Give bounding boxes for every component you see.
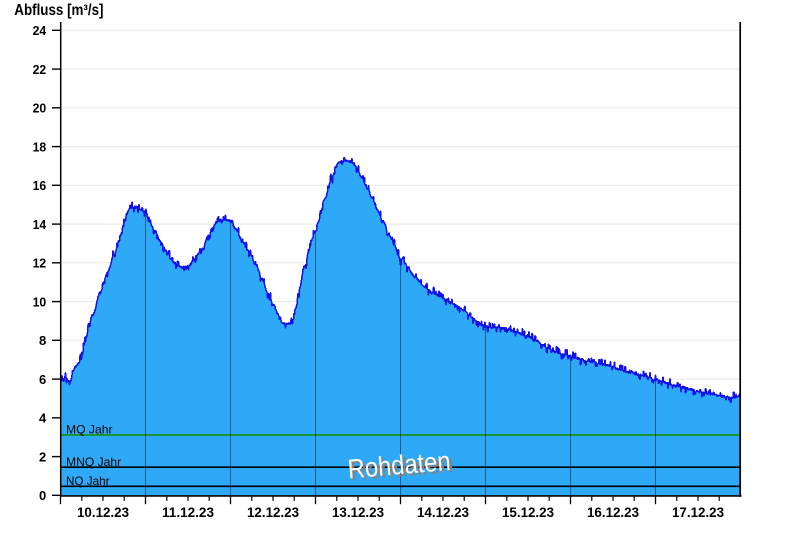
svg-text:2: 2 — [39, 449, 46, 464]
svg-text:18: 18 — [33, 139, 47, 154]
svg-text:13.12.23: 13.12.23 — [332, 504, 384, 520]
svg-text:14: 14 — [33, 217, 47, 232]
svg-text:0: 0 — [39, 488, 46, 503]
svg-text:17.12.23: 17.12.23 — [672, 504, 724, 520]
svg-text:16: 16 — [33, 178, 47, 193]
svg-text:NQ Jahr: NQ Jahr — [66, 474, 110, 488]
svg-text:Abfluss [m³/s]: Abfluss [m³/s] — [14, 2, 103, 19]
svg-text:11.12.23: 11.12.23 — [162, 504, 214, 520]
svg-text:12.12.23: 12.12.23 — [247, 504, 299, 520]
svg-text:20: 20 — [33, 101, 47, 116]
svg-text:12: 12 — [33, 256, 47, 271]
svg-text:4: 4 — [39, 411, 47, 426]
svg-text:10.12.23: 10.12.23 — [77, 504, 129, 520]
svg-text:16.12.23: 16.12.23 — [587, 504, 639, 520]
svg-text:14.12.23: 14.12.23 — [417, 504, 469, 520]
svg-text:MQ Jahr: MQ Jahr — [66, 422, 113, 436]
svg-text:10: 10 — [33, 294, 47, 309]
svg-text:MNQ Jahr: MNQ Jahr — [66, 455, 121, 469]
svg-text:22: 22 — [33, 62, 47, 77]
svg-text:15.12.23: 15.12.23 — [502, 504, 554, 520]
svg-text:24: 24 — [33, 23, 47, 38]
svg-text:8: 8 — [39, 333, 46, 348]
svg-text:6: 6 — [39, 372, 46, 387]
